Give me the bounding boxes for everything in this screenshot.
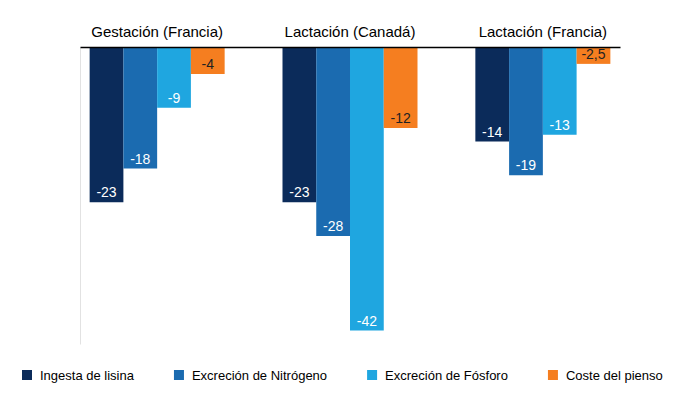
bar (123, 47, 157, 169)
x-tick: Lactación (Francia) (479, 23, 607, 47)
data-label: -9 (168, 90, 181, 106)
y-axis-line (80, 48, 81, 345)
x-axis-line (81, 47, 621, 49)
legend-swatch (22, 370, 32, 380)
bar (316, 47, 350, 236)
bar (543, 47, 577, 135)
legend-label: Coste del pienso (566, 368, 663, 383)
data-label: -13 (550, 117, 570, 133)
data-label: -12 (391, 110, 411, 126)
legend: Ingesta de lisina Excreción de Nitrógeno E… (22, 368, 663, 383)
data-label: -28 (323, 218, 343, 234)
legend-item: Excreción de Nitrógeno (174, 368, 327, 383)
bar (191, 47, 225, 74)
data-label: -18 (130, 151, 150, 167)
x-tick-label: Lactación (Canadá) (285, 23, 416, 40)
y-axis (80, 48, 81, 345)
x-tick-label: Lactación (Francia) (479, 23, 607, 40)
bar (350, 47, 384, 331)
legend-label: Excreción de Nitrógeno (192, 368, 327, 383)
x-tick-label: Gestación (Francia) (91, 23, 223, 40)
x-tick: Gestación (Francia) (91, 23, 223, 47)
bar (90, 47, 124, 202)
data-label: -23 (96, 184, 116, 200)
data-labels: -23 -23 -14 -18 -28 -19 -9 -42 -13 -4 -12 -2,5 (96, 46, 605, 329)
legend-item: Excreción de Fósforo (367, 368, 508, 383)
chart: -23-23-14-18-28-19-9-42-13-4-12-2,5Gesta… (0, 0, 680, 398)
legend-swatch (548, 370, 558, 380)
bar (157, 47, 191, 108)
data-label: -4 (202, 56, 215, 72)
legend-item: Ingesta de lisina (22, 368, 135, 383)
data-label: -14 (482, 124, 502, 140)
data-label: -2,5 (581, 46, 605, 62)
data-label: -19 (516, 157, 536, 173)
legend-label: Ingesta de lisina (40, 368, 135, 383)
bar (509, 47, 543, 175)
x-axis: Gestación (Francia) Lactación (Canadá) Lac… (81, 23, 621, 48)
legend-label: Excreción de Fósforo (385, 368, 508, 383)
bar (384, 47, 418, 128)
legend-swatch (367, 370, 377, 380)
data-label: -23 (289, 184, 309, 200)
legend-item: Coste del pienso (548, 368, 663, 383)
x-tick: Lactación (Canadá) (285, 23, 416, 47)
legend-swatch (174, 370, 184, 380)
bars (90, 47, 611, 331)
bar (475, 47, 509, 142)
data-label: -42 (357, 313, 377, 329)
bar (283, 47, 317, 202)
